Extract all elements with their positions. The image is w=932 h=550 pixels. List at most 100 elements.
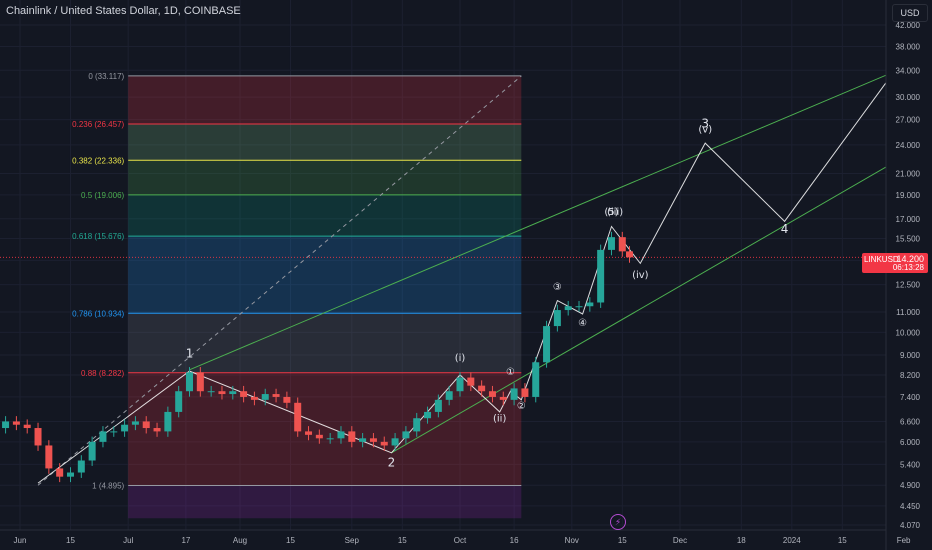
price-tick-label: 17.000 (896, 215, 921, 224)
price-tick-label: 7.400 (900, 393, 921, 402)
channel-line[interactable] (391, 156, 904, 454)
time-tick-label: Feb (897, 536, 911, 545)
candle-body (196, 372, 204, 392)
price-tick-label: 27.000 (896, 116, 921, 125)
candle-body (424, 411, 432, 419)
candle-body (337, 431, 345, 439)
candle-body (402, 431, 410, 439)
price-tick-label: 15.500 (896, 235, 921, 244)
price-tick-label: 30.000 (896, 93, 921, 102)
grid-lines (0, 0, 905, 530)
wave-label: ① (506, 367, 515, 378)
wave-label: (5) (604, 207, 618, 218)
time-tick-label: 15 (66, 536, 75, 545)
candle-body (207, 391, 215, 393)
candle-body (380, 441, 388, 446)
time-tick-label: Oct (454, 536, 467, 545)
last-price-value: 14.200 (896, 254, 924, 264)
wave-label: ③ (553, 282, 562, 293)
wave-label: 4 (781, 222, 789, 236)
fib-level-label: 0.618 (15.676) (72, 232, 124, 241)
wave-label: (ii) (493, 413, 506, 424)
elliott-wave-path[interactable] (37, 73, 894, 484)
candle-body (369, 438, 377, 442)
candle-body (175, 391, 183, 412)
price-axis[interactable]: 42.000 38.000 34.000 30.000 27.000 24.000 21.0… (885, 0, 932, 550)
chart-title: Chainlink / United States Dollar, 1D, CO… (6, 5, 241, 17)
time-tick-label: 15 (618, 536, 627, 545)
wave-label: 2 (388, 455, 396, 469)
candle-body (272, 394, 280, 397)
candle-series (2, 231, 634, 483)
price-tick-label: 38.000 (896, 42, 921, 51)
candle-body (315, 434, 323, 439)
flash-icon[interactable]: ⚡ (610, 514, 626, 530)
time-tick-label: 16 (510, 536, 519, 545)
currency-button[interactable]: USD (892, 4, 928, 22)
fib-level-label: 1 (4.895) (92, 481, 124, 490)
time-tick-label: Jun (14, 536, 27, 545)
time-tick-label: Jul (123, 536, 133, 545)
fib-trend-line[interactable] (37, 75, 522, 486)
candle-body (153, 428, 161, 432)
wave-label: 1 (186, 346, 194, 360)
price-tick-label: 12.500 (896, 281, 921, 290)
candle-body (553, 310, 561, 327)
candle-body (45, 445, 53, 469)
candle-body (34, 428, 42, 446)
candle-body (575, 306, 583, 308)
last-price-label: LINKUSD 14.200 06:13:28 (862, 253, 928, 273)
time-tick-label: 2024 (783, 536, 801, 545)
time-axis[interactable]: Jun 15 Jul 17 Aug 15 Sep 15 Oct 16 Nov 15 Dec 18 2024 1… (0, 529, 911, 545)
candle-body (229, 391, 237, 395)
wave-label: (v) (698, 125, 712, 136)
fib-level-label: 0.5 (19.006) (81, 191, 124, 200)
candle-body (261, 394, 269, 400)
price-tick-label: 10.000 (896, 328, 921, 337)
candle-body (467, 377, 475, 386)
fib-band (128, 75, 522, 125)
candle-body (99, 431, 107, 442)
candle-body (12, 421, 20, 425)
candle-body (164, 411, 172, 432)
fib-band (128, 313, 522, 373)
time-tick-label: 15 (286, 536, 295, 545)
candle-body (305, 431, 313, 435)
time-tick-label: Nov (565, 536, 579, 545)
fibonacci-retracement[interactable]: 0 (33.117) 0.236 (26.457) 0.382 (22.336) 0.… (72, 72, 522, 519)
time-tick-label: 15 (398, 536, 407, 545)
price-tick-label: 6.000 (900, 438, 921, 447)
price-tick-label: 42.000 (896, 21, 921, 30)
time-tick-label: Aug (233, 536, 247, 545)
price-tick-label: 9.000 (900, 351, 921, 360)
price-tick-label: 21.000 (896, 169, 921, 178)
candle-body (240, 391, 248, 397)
candle-body (283, 396, 291, 403)
candle-body (488, 391, 496, 397)
candle-body (250, 396, 258, 400)
candle-body (294, 402, 302, 432)
bar-countdown: 06:13:28 (892, 263, 924, 272)
fib-band (128, 372, 522, 486)
candle-body (478, 385, 486, 392)
wave-label: (i) (455, 353, 466, 364)
fib-band (128, 194, 522, 237)
candle-body (626, 251, 634, 258)
price-tick-label: 34.000 (896, 66, 921, 75)
price-tick-label: 4.070 (900, 521, 921, 530)
wave-label: ② (517, 401, 526, 412)
price-tick-label: 24.000 (896, 141, 921, 150)
candle-body (121, 424, 129, 432)
candle-body (88, 441, 96, 461)
candle-body (597, 249, 605, 303)
price-tick-label: 8.200 (900, 371, 921, 380)
candle-body (586, 302, 594, 307)
candle-body (110, 431, 118, 433)
candle-body (186, 372, 194, 392)
candle-body (564, 306, 572, 311)
channel-line[interactable] (189, 67, 904, 371)
trend-lines[interactable] (0, 67, 904, 486)
candle-body (218, 391, 226, 395)
time-tick-label: Dec (673, 536, 687, 545)
